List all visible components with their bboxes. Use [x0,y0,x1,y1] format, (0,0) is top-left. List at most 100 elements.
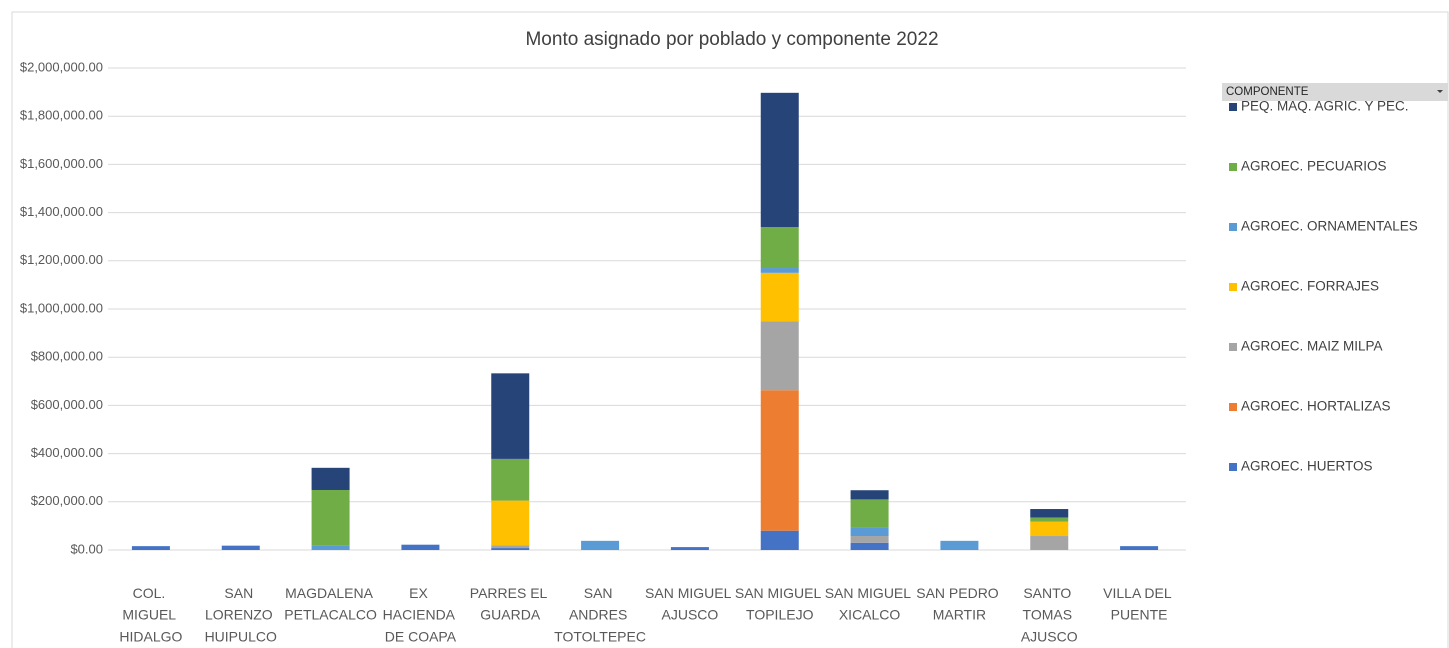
bar-segment [1120,546,1159,550]
bar-segment [760,321,799,391]
bar-segment [850,490,889,500]
bar-segment [221,545,260,550]
x-tick-line: TOMAS [1023,606,1076,622]
bar-segment [311,545,350,550]
x-tick-line: SAN [224,585,257,601]
x-tick-label: SAN MIGUEL TOPILEJO [735,585,825,623]
legend-swatch [1229,283,1237,291]
bar-segment [1030,536,1069,550]
y-tick-label: $200,000.00 [31,493,103,508]
x-tick-line: MAGDALENA [285,585,376,601]
x-tick-label: SAN MIGUEL AJUSCO [645,585,735,623]
bar-segment [311,467,350,490]
bar-segment [940,540,979,550]
bar-segment [491,373,530,459]
x-tick-line: TOTOLTEPEC [554,628,646,644]
x-tick-label: SANTO TOMAS AJUSCO [1021,585,1078,644]
x-tick-line: MIGUEL [122,606,179,622]
dropdown-arrow[interactable] [1437,90,1443,93]
x-tick-label: SAN MIGUEL XICALCO [825,585,915,623]
x-tick-line: HUIPULCO [205,628,277,644]
chart-title: Monto asignado por poblado y componente … [525,29,938,50]
bar-segment [491,458,530,501]
y-tick-label: $1,600,000.00 [20,156,103,171]
x-tick-line: HIDALGO [119,628,182,644]
x-tick-line: HACIENDA [383,606,458,622]
x-tick-label: EX HACIENDA DE COAPA [383,585,458,644]
y-tick-label: $400,000.00 [31,445,103,460]
bar-segment [1030,521,1069,537]
x-tick-line: EX [409,585,432,601]
legend-swatch [1229,463,1237,471]
x-tick-label: PARRES EL GUARDA [470,585,551,623]
x-tick-line: PARRES EL [470,585,551,601]
x-tick-line: PETLACALCO [284,606,377,622]
y-tick-label: $2,000,000.00 [20,59,103,74]
x-tick-line: SAN MIGUEL [825,585,915,601]
x-tick-line: PUENTE [1111,606,1168,622]
x-tick-label: MAGDALENA PETLACALCO [284,585,377,623]
legend-header[interactable] [1222,83,1448,101]
legend-label: AGROEC. MAIZ MILPA [1241,339,1383,354]
chart-frame [11,11,1449,648]
y-tick-label: $1,200,000.00 [20,252,103,267]
x-tick-line: SANTO [1023,585,1075,601]
x-tick-line: LORENZO [205,606,277,622]
x-tick-line: COL. [133,585,170,601]
x-tick-line: ANDRES [569,606,631,622]
x-tick-line: XICALCO [839,606,901,622]
legend-swatch [1229,403,1237,411]
legend-label: AGROEC. FORRAJES [1241,279,1379,294]
bar-segment [850,542,889,550]
bar-segment [491,500,530,546]
y-tick-label: $800,000.00 [31,349,103,364]
x-tick-line: TOPILEJO [746,606,814,622]
bar-segment [670,547,709,550]
x-tick-label: VILLA DEL PUENTE [1103,585,1175,623]
bar-segment [131,546,170,550]
y-tick-label: $1,800,000.00 [20,108,103,123]
bar-segment [1030,509,1069,518]
legend-swatch [1229,343,1237,351]
legend-title: COMPONENTE [1226,86,1309,98]
x-tick-line: AJUSCO [1021,628,1078,644]
bar-segment [760,92,799,228]
bar-segment [311,489,350,546]
x-tick-label: SAN ANDRES TOTOLTEPEC [554,585,646,644]
x-tick-label: SAN PEDRO MARTIR [916,585,1002,623]
legend-label: AGROEC. HORTALIZAS [1241,399,1391,414]
x-tick-line: DE COAPA [385,628,457,644]
x-tick-line: SAN MIGUEL [645,585,735,601]
legend-label: AGROEC. PECUARIOS [1241,159,1387,174]
x-tick-line: SAN MIGUEL [735,585,825,601]
bar-segment [760,268,799,273]
y-tick-label: $1,000,000.00 [20,300,103,315]
bar-segment [581,540,620,550]
bar-segment [760,272,799,322]
x-tick-line: GUARDA [480,606,541,622]
bar-segment [850,527,889,537]
legend-swatch [1229,163,1237,171]
bar-segment [760,390,799,531]
x-tick-line: VILLA DEL [1103,585,1175,601]
legend-label: PEQ. MAQ. AGRIC. Y PEC. [1241,99,1409,114]
y-tick-label: $0.00 [70,541,103,556]
legend-swatch [1229,223,1237,231]
y-tick-label: $600,000.00 [31,397,103,412]
legend-label: AGROEC. ORNAMENTALES [1241,219,1418,234]
legend-swatch [1229,103,1237,111]
bar-segment [760,227,799,269]
legend-label: AGROEC. HUERTOS [1241,459,1373,474]
x-tick-label: COL. MIGUEL HIDALGO [119,585,182,644]
bar-segment [491,545,530,549]
bar-segment [1030,517,1069,522]
x-tick-line: MARTIR [933,606,986,622]
bar-segment [760,530,799,550]
x-tick-line: SAN PEDRO [916,585,1002,601]
bar-segment [401,544,440,550]
x-tick-line: AJUSCO [662,606,719,622]
y-tick-label: $1,400,000.00 [20,204,103,219]
bar-segment [850,536,889,543]
x-tick-line: SAN [584,585,617,601]
